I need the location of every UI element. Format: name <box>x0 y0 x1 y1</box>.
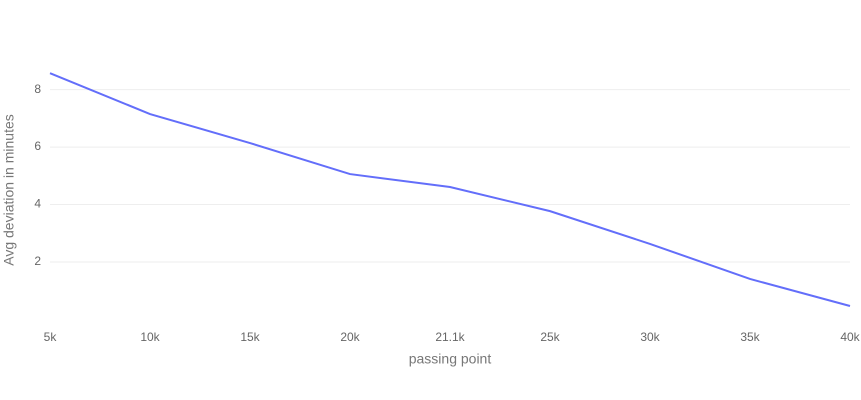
y-tick-label: 4 <box>34 197 41 211</box>
x-tick-label: 20k <box>340 330 360 344</box>
x-tick-label: 35k <box>740 330 760 344</box>
x-tick-label: 15k <box>240 330 260 344</box>
x-tick-label: 30k <box>640 330 660 344</box>
x-axis-title: passing point <box>409 351 492 367</box>
x-tick-label: 5k <box>44 330 58 344</box>
y-tick-label: 2 <box>34 254 41 268</box>
x-tick-label: 10k <box>140 330 160 344</box>
y-tick-label: 8 <box>34 82 41 96</box>
x-tick-label: 40k <box>840 330 860 344</box>
line-series <box>49 72 851 307</box>
x-tick-label: 21.1k <box>435 330 465 344</box>
y-tick-label: 6 <box>34 139 41 153</box>
x-tick-label: 25k <box>540 330 560 344</box>
y-axis-title: Avg deviation in minutes <box>1 114 17 266</box>
